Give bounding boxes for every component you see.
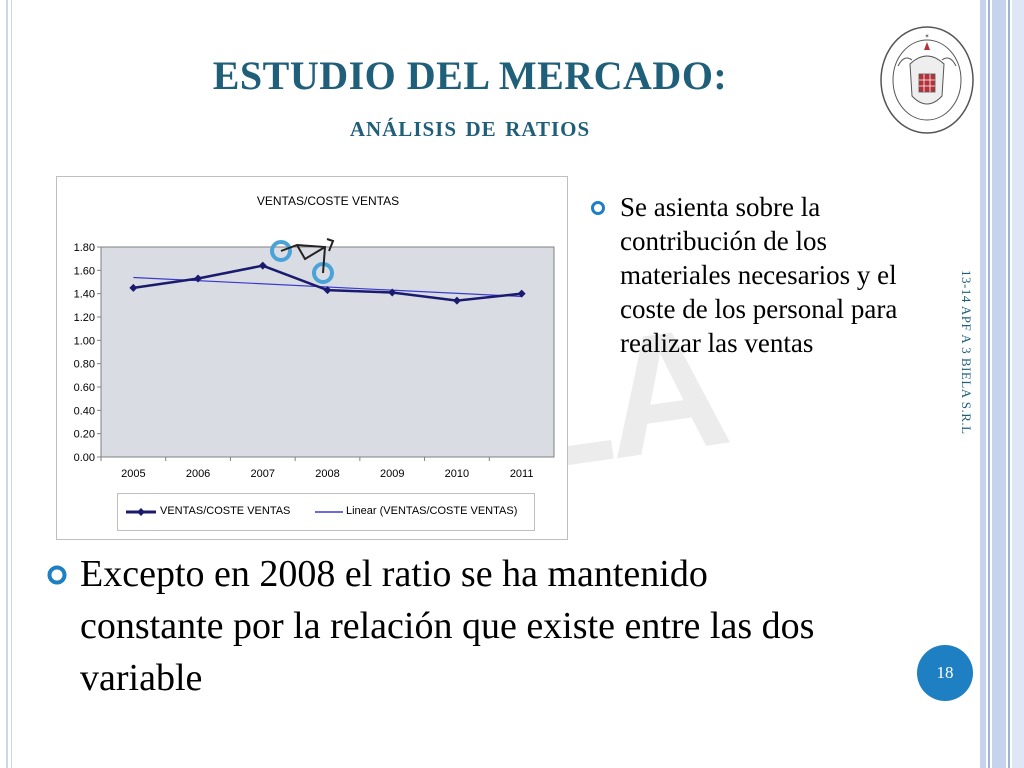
x-tick-label: 2005 [121, 468, 145, 480]
legend-trend-swatch [315, 511, 343, 513]
data-point [258, 261, 267, 270]
data-point [129, 283, 138, 292]
chart-container: VENTAS/COSTE VENTAS 0.00 0.20 0.40 0.60 0.80… [56, 176, 568, 540]
slide-subtitle: análisis de ratios [349, 110, 591, 143]
university-seal-icon: ✶ [880, 26, 974, 134]
data-point [194, 274, 203, 283]
data-point [323, 286, 332, 295]
y-tick-label: 0.60 [74, 382, 95, 394]
legend-series-swatch [126, 508, 156, 516]
y-tick-label: 1.20 [74, 312, 95, 324]
data-point [517, 289, 526, 298]
x-tick-label: 2011 [510, 468, 534, 480]
data-point [452, 296, 461, 305]
bullet-ring-icon [47, 565, 67, 585]
line-chart: VENTAS/COSTE VENTAS 0.00 0.20 0.40 0.60 0.80… [74, 194, 555, 480]
left-rule-1 [6, 0, 8, 768]
x-tick-label: 2008 [315, 468, 339, 480]
x-tick-label: 2010 [445, 468, 469, 480]
y-tick-label: 0.00 [74, 452, 95, 464]
bullet-ring-icon [591, 201, 605, 215]
data-point [388, 288, 397, 297]
legend-series-label: VENTAS/COSTE VENTAS [160, 505, 291, 517]
chart-title: VENTAS/COSTE VENTAS [257, 194, 399, 208]
svg-text:✶: ✶ [924, 33, 929, 40]
slide-title: ESTUDIO DEL MERCADO: [212, 53, 728, 98]
y-tick-label: 1.80 [74, 242, 95, 254]
y-tick-label: 0.80 [74, 359, 95, 371]
left-rule-2 [11, 0, 12, 768]
right-stripe [980, 0, 1024, 768]
y-tick-label: 1.00 [74, 335, 95, 347]
y-tick-label: 1.40 [74, 289, 95, 301]
y-tick-label: 0.20 [74, 429, 95, 441]
y-tick-label: 0.40 [74, 405, 95, 417]
bullet-conclusion-text: Excepto en 2008 el ratio se ha mantenido… [80, 553, 815, 699]
legend-trend-label: Linear (VENTAS/COSTE VENTAS) [346, 505, 518, 517]
footer-vertical-text: 13-14 APF A 3 BIELA S.R.L [959, 270, 974, 435]
bullet-materials-text: Se asienta sobre la contribución de los … [620, 192, 898, 358]
y-tick-label: 1.60 [74, 265, 95, 277]
bicycle-icon [270, 238, 335, 284]
x-tick-label: 2009 [380, 468, 404, 480]
bullet-materials: Se asienta sobre la contribución de los … [590, 190, 940, 360]
x-tick-label: 2007 [251, 468, 275, 480]
x-tick-label: 2006 [186, 468, 210, 480]
bullet-conclusion: Excepto en 2008 el ratio se ha mantenido… [46, 548, 846, 704]
page-number: 18 [917, 645, 973, 701]
chart-legend: VENTAS/COSTE VENTAS Linear (VENTAS/COSTE… [117, 493, 535, 531]
